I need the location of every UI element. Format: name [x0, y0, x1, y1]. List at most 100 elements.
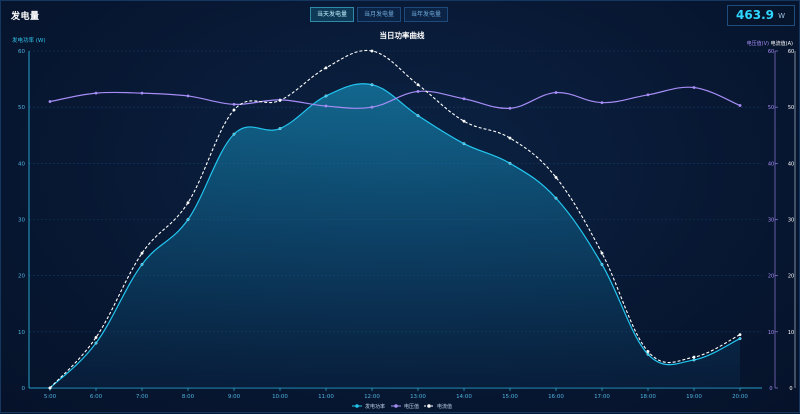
- series-point: [554, 91, 558, 95]
- y-right-current-label: 电流值(A): [771, 40, 793, 47]
- x-tick-label: 18:00: [640, 394, 656, 400]
- x-tick-label: 5:00: [44, 394, 57, 400]
- x-tick-label: 17:00: [594, 394, 610, 400]
- series-point: [278, 127, 282, 130]
- series-point: [416, 89, 420, 93]
- series-point: [186, 94, 190, 98]
- series-point: [140, 262, 144, 266]
- series-point: [554, 196, 558, 200]
- legend-swatch-dot: [355, 404, 359, 408]
- series-point: [508, 161, 512, 165]
- series-line: [49, 86, 741, 109]
- y-right-current-tick-label: 0: [789, 386, 792, 392]
- series-point: [324, 104, 328, 108]
- series-point: [692, 355, 696, 359]
- x-tick-label: 11:00: [318, 394, 334, 400]
- x-tick-label: 7:00: [136, 394, 149, 400]
- tab-month[interactable]: 当月发电量: [357, 7, 401, 22]
- series-point: [140, 251, 144, 255]
- series-point: [186, 201, 190, 205]
- x-tick-label: 19:00: [686, 394, 702, 400]
- y-left-axis-label: 发电功率 (W): [12, 36, 45, 44]
- series-line: [49, 49, 741, 389]
- tab-year[interactable]: 当年发电量: [404, 7, 448, 22]
- y-left-tick-label: 30: [18, 218, 25, 224]
- y-right-voltage-tick-label: 30: [768, 218, 774, 224]
- series-point: [140, 91, 144, 95]
- series-point: [416, 114, 420, 118]
- series-point: [48, 100, 52, 103]
- series-point: [462, 97, 466, 101]
- y-right-voltage-tick-label: 60: [768, 49, 774, 55]
- y-right-current-tick-label: 30: [788, 218, 794, 224]
- series-point: [324, 66, 328, 70]
- y-left-tick-label: 0: [22, 386, 26, 392]
- x-tick-label: 12:00: [364, 394, 380, 400]
- series-point: [462, 142, 466, 146]
- current-power-value: 463.9: [736, 8, 774, 22]
- series-layer: [48, 49, 742, 390]
- series-point: [370, 105, 374, 109]
- y-right-voltage-tick-label: 0: [769, 386, 772, 392]
- series-point: [554, 175, 558, 179]
- y-right-voltage-tick-label: 10: [768, 330, 774, 336]
- series-point: [738, 333, 742, 337]
- x-tick-label: 9:00: [228, 394, 241, 400]
- series-point: [94, 91, 98, 95]
- series-point: [94, 341, 98, 345]
- x-tick-label: 14:00: [456, 394, 472, 400]
- y-left-tick-label: 40: [18, 161, 25, 167]
- series-point: [738, 337, 742, 341]
- current-power-display: 463.9 W: [727, 5, 795, 26]
- chart-title: 当日功率曲线: [380, 30, 425, 40]
- y-left-tick-label: 10: [18, 330, 25, 336]
- tab-today[interactable]: 当天发电量: [310, 7, 354, 22]
- series-point: [324, 94, 328, 98]
- series-point: [370, 49, 374, 53]
- series-point: [462, 119, 466, 123]
- legend-label: 发电功率: [365, 403, 385, 410]
- x-tick-label: 6:00: [90, 394, 103, 400]
- current-power-unit: W: [778, 12, 785, 20]
- x-tick-label: 15:00: [502, 394, 518, 400]
- series-point: [48, 386, 52, 390]
- series-point: [600, 262, 604, 266]
- series-point: [94, 336, 98, 339]
- y-right-voltage-tick-label: 50: [768, 105, 774, 111]
- series-point: [508, 106, 512, 110]
- x-tick-label: 20:00: [732, 394, 748, 400]
- series-point: [508, 136, 512, 140]
- series-point: [646, 93, 650, 97]
- legend-label: 电压值: [404, 403, 419, 410]
- panel-title: 发电量: [11, 12, 40, 22]
- legend-swatch-dot: [427, 404, 431, 408]
- legend-label: 电流值: [437, 403, 452, 410]
- y-left-tick-label: 50: [18, 105, 25, 111]
- series-point: [692, 86, 696, 89]
- series-point: [738, 104, 742, 107]
- series-point: [232, 132, 236, 136]
- series-point: [186, 218, 190, 221]
- series-point: [692, 358, 696, 362]
- legend-swatch-dot: [394, 404, 398, 408]
- y-right-current-tick-label: 20: [788, 274, 794, 280]
- y-right-voltage-tick-label: 40: [768, 161, 774, 167]
- y-right-current-tick-label: 40: [788, 161, 794, 167]
- series-point: [646, 352, 650, 356]
- series-point: [232, 102, 236, 106]
- legend: 发电功率 电压值 电流值: [352, 403, 452, 410]
- series-point: [600, 251, 604, 255]
- series-point: [232, 108, 236, 112]
- x-tick-label: 13:00: [410, 394, 426, 400]
- series-point: [278, 98, 282, 102]
- y-right-current-tick-label: 60: [788, 49, 794, 55]
- series-point: [370, 83, 374, 87]
- series-point: [646, 350, 650, 353]
- series-point: [416, 83, 420, 87]
- y-left-tick-label: 60: [18, 49, 25, 55]
- y-right-current-tick-label: 10: [788, 330, 794, 336]
- x-tick-label: 8:00: [182, 394, 195, 400]
- series-area-fill: [50, 83, 740, 388]
